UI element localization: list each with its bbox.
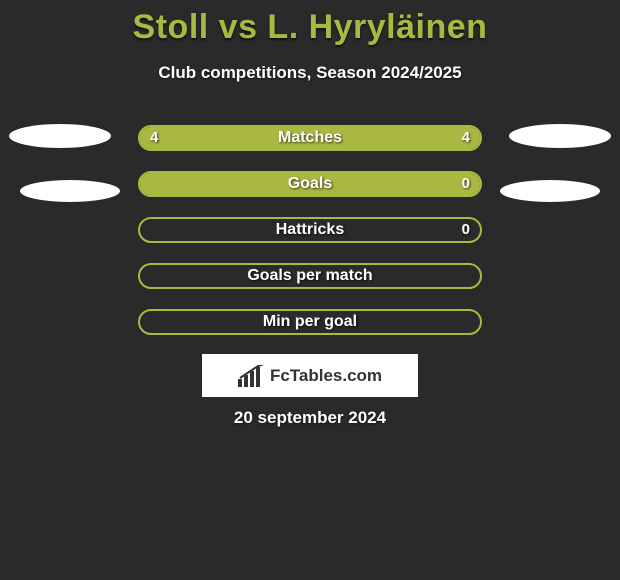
branding-badge: FcTables.com: [202, 354, 418, 397]
page-title: Stoll vs L. Hyryläinen: [0, 0, 620, 47]
bar-fill: [140, 127, 480, 149]
player-left-decoration-1: [9, 124, 111, 148]
player-left-decoration-2: [20, 180, 120, 202]
stats-chart: 4 4 Matches 0 Goals 0 Hattricks Goals pe…: [0, 125, 620, 335]
subtitle: Club competitions, Season 2024/2025: [0, 63, 620, 83]
bar-track: [138, 263, 482, 289]
stat-row-goals-per-match: Goals per match: [0, 263, 620, 289]
stat-right-value: 0: [462, 217, 470, 243]
branding-text: FcTables.com: [270, 366, 382, 386]
stat-right-value: 0: [462, 171, 470, 197]
player-right-decoration-2: [500, 180, 600, 202]
bar-track: [138, 217, 482, 243]
date-label: 20 september 2024: [0, 408, 620, 428]
stat-left-value: 4: [150, 125, 158, 151]
bar-track: [138, 309, 482, 335]
bar-chart-icon: [238, 365, 266, 387]
player-right-decoration-1: [509, 124, 611, 148]
stat-row-min-per-goal: Min per goal: [0, 309, 620, 335]
bar-track: [138, 125, 482, 151]
stat-right-value: 4: [462, 125, 470, 151]
stat-row-hattricks: 0 Hattricks: [0, 217, 620, 243]
bar-track: [138, 171, 482, 197]
bar-fill: [140, 173, 480, 195]
